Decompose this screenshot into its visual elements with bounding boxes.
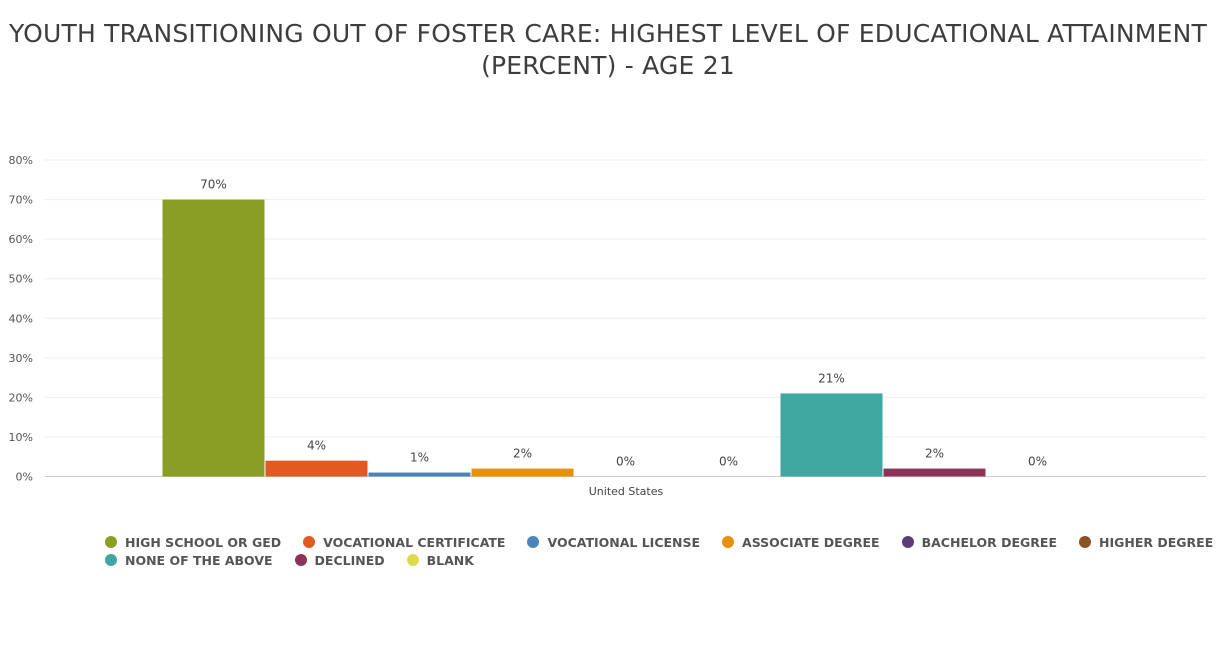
legend-item-none-of-the-above[interactable]: NONE OF THE ABOVE	[105, 553, 273, 568]
chart-title-line-2: (PERCENT) - AGE 21	[481, 51, 735, 80]
bar-associate-degree[interactable]	[471, 468, 574, 477]
y-tick-label: 30%	[9, 352, 33, 365]
y-tick-label: 70%	[9, 194, 33, 207]
bar-declined[interactable]	[883, 468, 986, 477]
legend-marker-icon	[1079, 536, 1091, 548]
legend-label: DECLINED	[314, 552, 385, 568]
legend-label: HIGHER DEGREE	[1099, 534, 1214, 550]
bar-vocational-license[interactable]	[368, 472, 471, 477]
data-label: 0%	[719, 455, 738, 469]
legend-row: NONE OF THE ABOVE DECLINED BLANK	[105, 551, 1145, 569]
legend-item-high-school-or-ged[interactable]: HIGH SCHOOL OR GED	[105, 535, 281, 550]
legend-marker-icon	[105, 554, 117, 566]
legend-marker-icon	[722, 536, 735, 548]
legend-marker-icon	[406, 554, 419, 566]
data-label: 2%	[513, 447, 532, 461]
legend-label: ASSOCIATE DEGREE	[742, 534, 880, 550]
legend-item-vocational-certificate[interactable]: VOCATIONAL CERTIFICATE	[303, 535, 505, 550]
y-tick-label: 20%	[9, 391, 33, 404]
legend-item-blank[interactable]: BLANK	[406, 552, 474, 568]
legend-marker-icon	[303, 536, 316, 548]
y-tick-label: 80%	[9, 154, 33, 167]
y-tick-label: 40%	[9, 312, 33, 325]
chart-title-line-1: YOUTH TRANSITIONING OUT OF FOSTER CARE: …	[9, 19, 1207, 48]
y-tick-label: 50%	[9, 273, 33, 286]
legend-item-associate-degree[interactable]: ASSOCIATE DEGREE	[722, 535, 880, 550]
legend-label: NONE OF THE ABOVE	[125, 552, 273, 568]
legend-label: BACHELOR DEGREE	[921, 534, 1057, 550]
legend-label: VOCATIONAL CERTIFICATE	[323, 534, 506, 550]
legend-label: HIGH SCHOOL OR GED	[125, 534, 282, 550]
legend-label: VOCATIONAL LICENSE	[547, 534, 701, 550]
bar-vocational-certificate[interactable]	[265, 460, 368, 477]
x-category-label: United States	[589, 485, 664, 498]
data-label: 21%	[818, 371, 845, 385]
legend-item-bachelor-degree[interactable]: BACHELOR DEGREE	[901, 534, 1057, 550]
chart-legend: HIGH SCHOOL OR GED VOCATIONAL CERTIFICATE…	[105, 533, 1213, 569]
legend-marker-icon	[294, 554, 307, 566]
y-tick-label: 60%	[9, 233, 33, 246]
legend-row: HIGH SCHOOL OR GED VOCATIONAL CERTIFICATE…	[105, 533, 1213, 551]
legend-item-higher-degree[interactable]: HIGHER DEGREE	[1079, 535, 1213, 550]
data-label: 0%	[1028, 455, 1047, 469]
legend-marker-icon	[105, 536, 117, 548]
data-label: 2%	[925, 447, 944, 461]
legend-item-vocational-license[interactable]: VOCATIONAL LICENSE	[527, 535, 700, 550]
y-tick-label: 10%	[9, 431, 33, 444]
legend-item-declined[interactable]: DECLINED	[294, 552, 385, 568]
legend-label: BLANK	[426, 552, 474, 568]
data-label: 70%	[200, 178, 227, 192]
y-tick-label: 0%	[16, 471, 33, 484]
data-label: 0%	[616, 455, 635, 469]
legend-marker-icon	[527, 536, 540, 548]
legend-marker-icon	[901, 536, 914, 548]
chart-title: YOUTH TRANSITIONING OUT OF FOSTER CARE: …	[0, 18, 1216, 82]
data-label: 4%	[307, 439, 326, 453]
bar-chart: 0% 10% 20% 30% 40% 50% 60% 70% 80% 70% 4% 1% 2% 0% 0% 2…	[9, 154, 1206, 498]
data-label: 1%	[410, 451, 429, 465]
bar-high-school-or-ged[interactable]	[162, 199, 265, 477]
bar-none-of-the-above[interactable]	[780, 393, 883, 477]
